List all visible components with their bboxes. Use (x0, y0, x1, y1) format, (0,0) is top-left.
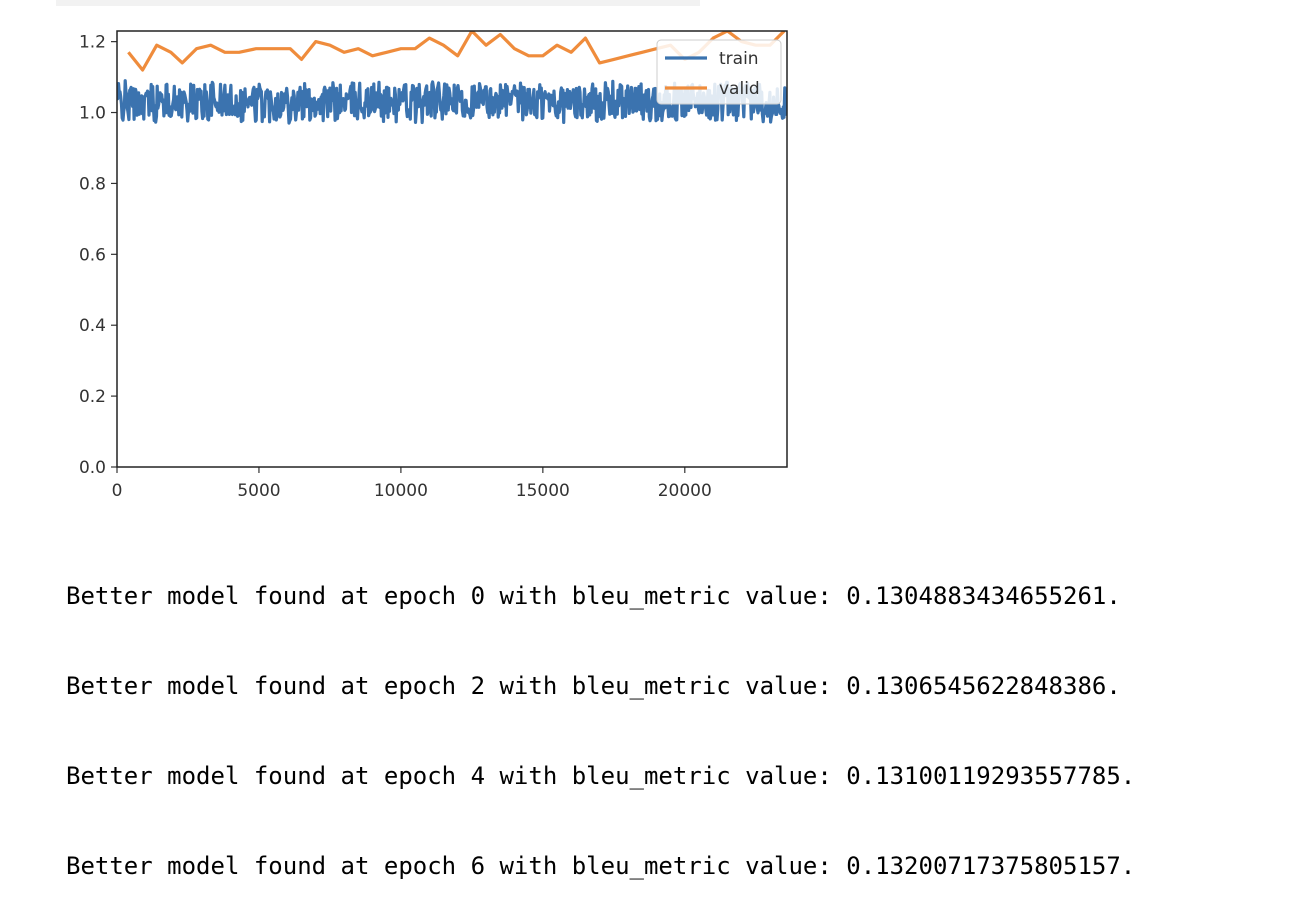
chart-svg: 0.0 0.2 0.4 0.6 0.8 1.0 1.2 0 5000 10000 15000 2000… (79, 30, 788, 501)
y-tick-label: 0.2 (79, 387, 106, 407)
x-tick-label: 0 (112, 481, 123, 501)
log-line: Better model found at epoch 0 with bleu_… (66, 582, 1121, 610)
legend: train valid (656, 39, 782, 105)
x-tick-label: 15000 (516, 481, 570, 501)
train-line (117, 79, 787, 125)
log-line: Better model found at epoch 2 with bleu_… (66, 672, 1121, 700)
x-tick-label: 10000 (374, 481, 428, 501)
y-tick-label: 0.0 (79, 458, 106, 478)
x-tick-label: 20000 (658, 481, 712, 501)
y-tick-label: 0.6 (79, 245, 106, 265)
y-tick-label: 0.4 (79, 316, 106, 336)
output-log: Better model found at epoch 0 with bleu_… (66, 521, 1135, 911)
plot-frame (116, 30, 788, 468)
legend-label-train: train (719, 49, 759, 69)
cell-input-area (56, 0, 700, 6)
x-tick-label: 5000 (237, 481, 280, 501)
log-line: Better model found at epoch 4 with bleu_… (66, 762, 1136, 790)
legend-label-valid: valid (719, 79, 760, 99)
training-loss-chart: 0.0 0.2 0.4 0.6 0.8 1.0 1.2 0 5000 10000 15000 2000… (0, 0, 820, 515)
y-tick-label: 0.8 (79, 174, 106, 194)
y-tick-label: 1.2 (79, 33, 106, 53)
y-tick-label: 1.0 (79, 104, 106, 124)
log-line: Better model found at epoch 6 with bleu_… (66, 852, 1136, 880)
